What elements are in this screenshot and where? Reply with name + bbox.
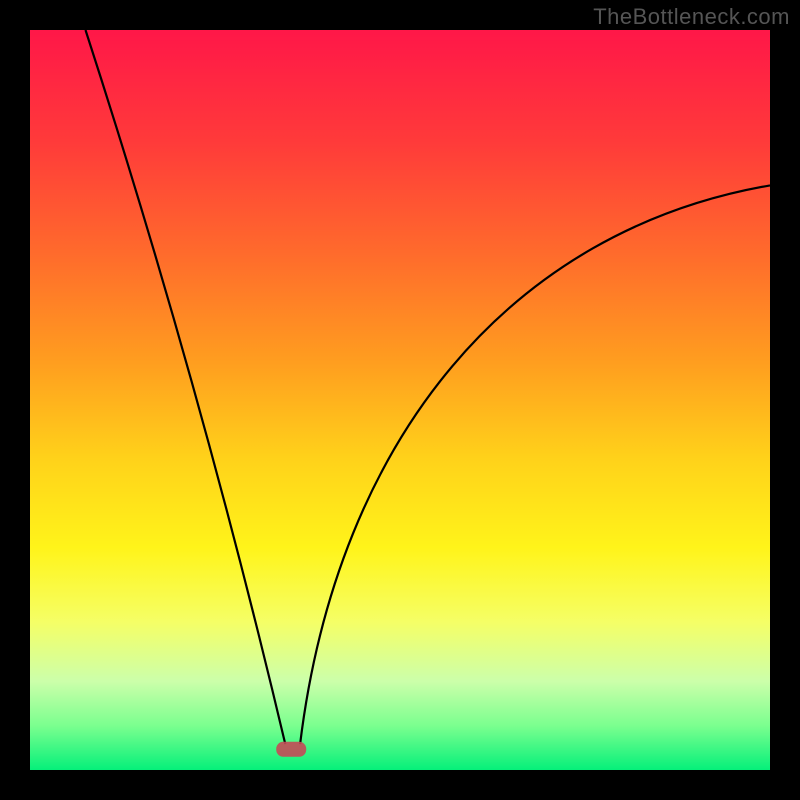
chart-canvas: TheBottleneck.com bbox=[0, 0, 800, 800]
bottleneck-svg bbox=[0, 0, 800, 800]
watermark-label: TheBottleneck.com bbox=[593, 4, 790, 30]
bottleneck-marker bbox=[276, 742, 306, 757]
